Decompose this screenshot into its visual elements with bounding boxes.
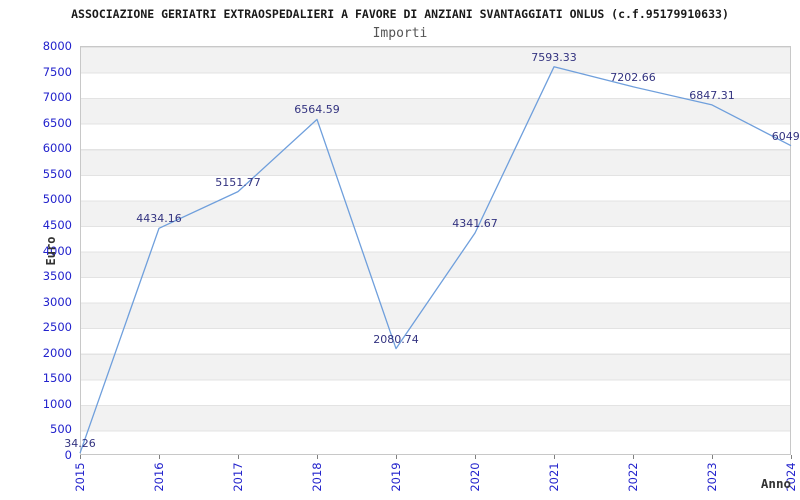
x-tick-mark (396, 455, 397, 459)
plot-area (80, 46, 791, 455)
x-axis-title: Anno (760, 476, 791, 491)
x-tick-label: 2015 (73, 462, 87, 492)
x-tick-label: 2019 (389, 462, 403, 492)
y-axis-title: Euro (44, 236, 58, 266)
x-tick-mark (159, 455, 160, 459)
y-tick-label: 5500 (42, 166, 72, 181)
data-point-label: 4341.67 (452, 217, 498, 231)
x-tick-label: 2021 (547, 462, 561, 492)
y-tick-label: 2500 (42, 320, 72, 335)
y-tick-label: 4000 (42, 243, 72, 258)
data-point-label: 6847.31 (689, 88, 735, 102)
y-tick-label: 3500 (42, 269, 72, 284)
data-point-label: 6049.2 (771, 129, 800, 143)
x-tick-mark (633, 455, 634, 459)
data-point-label: 7593.33 (531, 50, 577, 64)
data-point-label: 5151.77 (215, 175, 261, 189)
y-tick-label: 7000 (42, 90, 72, 105)
x-tick-label: 2016 (152, 462, 166, 492)
y-tick-label: 1000 (42, 396, 72, 411)
x-tick-mark (238, 455, 239, 459)
y-tick-label: 1500 (42, 371, 72, 386)
x-tick-label: 2020 (468, 462, 482, 492)
x-tick-label: 2017 (231, 462, 245, 492)
data-point-label: 34.26 (64, 437, 96, 451)
data-point-label: 4434.16 (136, 212, 182, 226)
y-tick-label: 6500 (42, 115, 72, 130)
x-tick-label: 2022 (626, 462, 640, 492)
x-tick-label: 2018 (310, 462, 324, 492)
x-tick-mark (791, 455, 792, 459)
x-tick-mark (554, 455, 555, 459)
chart-title: ASSOCIAZIONE GERIATRI EXTRAOSPEDALIERI A… (71, 7, 729, 21)
y-tick-label: 2000 (42, 345, 72, 360)
y-tick-label: 500 (50, 422, 72, 437)
x-tick-label: 2023 (705, 462, 719, 492)
y-tick-label: 0 (64, 448, 72, 462)
y-tick-label: 4500 (42, 217, 72, 232)
data-point-label: 7202.66 (610, 70, 656, 84)
x-tick-mark (80, 455, 81, 459)
x-tick-mark (475, 455, 476, 459)
y-tick-label: 6000 (42, 141, 72, 156)
x-tick-mark (317, 455, 318, 459)
chart-subtitle: Importi (372, 26, 428, 41)
y-tick-label: 5000 (42, 192, 72, 207)
y-tick-label: 3000 (42, 294, 72, 309)
data-point-label: 2080.74 (373, 332, 419, 346)
y-tick-label: 7500 (42, 64, 72, 79)
data-point-label: 6564.59 (294, 103, 340, 117)
x-tick-mark (712, 455, 713, 459)
y-tick-label: 8000 (42, 39, 72, 53)
